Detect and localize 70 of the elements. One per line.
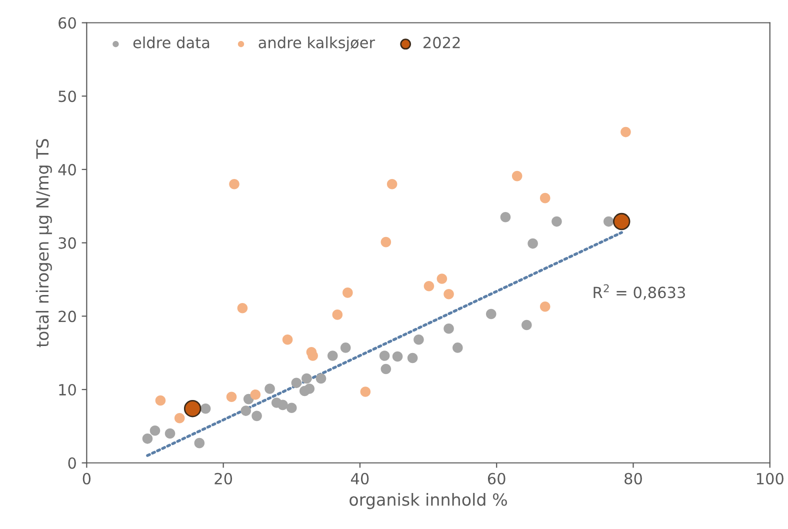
point	[250, 390, 261, 400]
y-tick-label: 50	[58, 90, 76, 102]
y-tick-label: 10	[59, 384, 76, 396]
point	[380, 236, 392, 248]
x-tick-label: 20	[214, 472, 232, 484]
point	[252, 410, 262, 422]
point	[379, 350, 390, 361]
y-tick-label: 60	[58, 17, 76, 29]
point	[603, 216, 614, 227]
x-tick-label: 100	[756, 472, 784, 484]
point	[512, 170, 522, 182]
y-tick-label: 0	[68, 457, 76, 469]
point	[500, 212, 511, 222]
point	[304, 384, 315, 394]
point	[392, 351, 403, 362]
y-tick-label: 40	[58, 164, 76, 176]
point	[327, 350, 338, 361]
point	[237, 302, 248, 314]
point	[414, 334, 424, 345]
point	[264, 384, 275, 394]
point	[240, 406, 252, 416]
point	[200, 403, 211, 414]
point	[342, 288, 353, 298]
point	[380, 364, 392, 374]
x-axis-title: organisk innhold %	[350, 492, 507, 510]
point	[424, 280, 434, 292]
point	[226, 392, 237, 402]
point	[407, 352, 418, 364]
point	[174, 412, 185, 424]
point	[528, 238, 538, 249]
point	[229, 178, 240, 190]
point	[302, 373, 312, 384]
point	[552, 216, 562, 227]
point	[142, 434, 153, 444]
point	[164, 428, 176, 439]
point	[522, 320, 532, 330]
point	[282, 334, 293, 345]
y-axis-title: total nirogen µg N/mg TS	[36, 139, 52, 348]
point	[620, 126, 631, 138]
point	[444, 323, 454, 334]
x-tick-label: 80	[624, 472, 642, 484]
point	[444, 289, 454, 300]
x-tick-label: 40	[350, 472, 369, 484]
point	[386, 178, 398, 190]
point	[540, 192, 550, 204]
point	[150, 425, 160, 436]
point	[540, 301, 550, 312]
x-tick-label: 60	[488, 472, 506, 484]
point	[194, 438, 205, 448]
point	[613, 212, 630, 230]
point	[332, 310, 343, 320]
point	[184, 400, 202, 418]
annotation: R$^{2}$ = 0,8633	[594, 284, 685, 300]
x-tick-label: 0	[82, 472, 91, 484]
point	[308, 350, 318, 361]
point	[278, 400, 288, 410]
y-tick-label: 20	[58, 310, 76, 322]
point	[316, 373, 326, 384]
point	[155, 395, 166, 406]
point	[486, 308, 496, 320]
point	[436, 274, 448, 284]
y-tick-label: 30	[58, 237, 76, 249]
point	[291, 378, 302, 388]
point	[340, 342, 351, 353]
legend-label: 2022	[424, 36, 460, 48]
point	[452, 342, 463, 353]
point	[360, 386, 371, 397]
legend-label: andre kalksjøer	[258, 36, 376, 52]
legend-label: eldre data	[133, 36, 210, 48]
point	[286, 402, 297, 414]
